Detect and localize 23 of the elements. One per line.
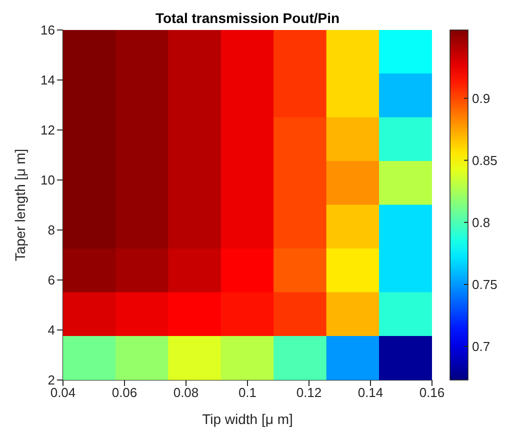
x-axis-title: Tip width [μ m]: [202, 411, 293, 427]
x-tick-label: 0.04: [50, 385, 76, 400]
color-bar-label: 0.85: [472, 152, 498, 168]
y-tick-label: 4: [48, 322, 55, 338]
color-bar-label: 0.9: [472, 90, 490, 106]
y-tick-label: 10: [40, 172, 55, 188]
x-tick-label: 0.1: [238, 385, 257, 400]
chart-title: Total transmission Pout/Pin: [154, 10, 341, 26]
y-axis-title: Taper length [μ m]: [12, 148, 28, 262]
color-bar-label: 0.8: [472, 214, 490, 230]
y-tick-label: 12: [40, 122, 55, 138]
y-tick-label: 14: [40, 72, 55, 88]
x-tick-label: 0.06: [112, 385, 138, 400]
y-tick-label: 16: [40, 22, 55, 38]
color-bar-label: 0.75: [472, 276, 498, 292]
y-tick-label: 2: [48, 372, 55, 388]
x-tick-label: 0.12: [296, 385, 322, 400]
color-bar-label: 0.7: [472, 338, 490, 354]
y-tick-label: 6: [48, 272, 55, 288]
x-tick-label: 0.08: [173, 385, 199, 400]
x-tick-label: 0.14: [358, 385, 384, 400]
x-tick-label: 0.16: [419, 385, 445, 400]
y-tick-label: 8: [48, 222, 55, 238]
